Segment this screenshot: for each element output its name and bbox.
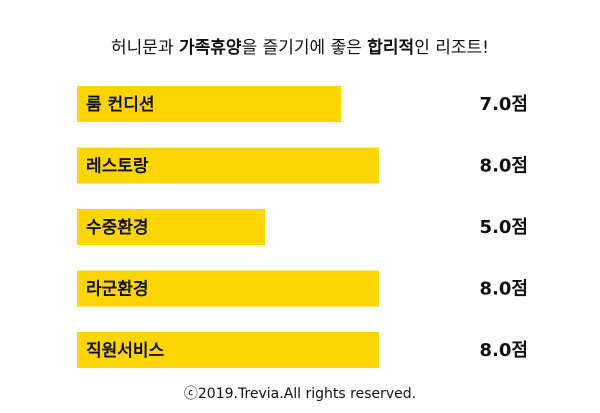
bar: [77, 270, 379, 307]
title-part: 합리적: [367, 37, 414, 58]
value-label: 7.0점: [480, 94, 528, 115]
value-label: 8.0점: [480, 156, 528, 177]
title-part: 가족휴양: [179, 37, 242, 58]
bar: [77, 332, 379, 368]
footer: ⓒ2019.Trevia.All rights reserved.: [184, 386, 416, 402]
title-part: 허니문과: [111, 38, 179, 58]
category-label: 라군환경: [86, 280, 149, 300]
value-label: 8.0점: [480, 340, 528, 361]
bar: [77, 86, 341, 122]
value-label: 8.0점: [480, 279, 528, 300]
title-part: 을 즐기기에 좋은: [242, 38, 368, 58]
chart-title: 허니문과 가족휴양을 즐기기에 좋은 합리적인 리조트!: [111, 37, 489, 58]
category-label: 수중환경: [86, 218, 149, 238]
value-label: 5.0점: [480, 217, 528, 238]
bar: [77, 209, 265, 245]
title-part: 인 리조트!: [414, 38, 489, 58]
category-label: 룸 컨디션: [86, 95, 154, 115]
bar: [77, 147, 379, 184]
category-label: 직원서비스: [86, 341, 165, 361]
category-label: 레스토랑: [86, 157, 149, 177]
